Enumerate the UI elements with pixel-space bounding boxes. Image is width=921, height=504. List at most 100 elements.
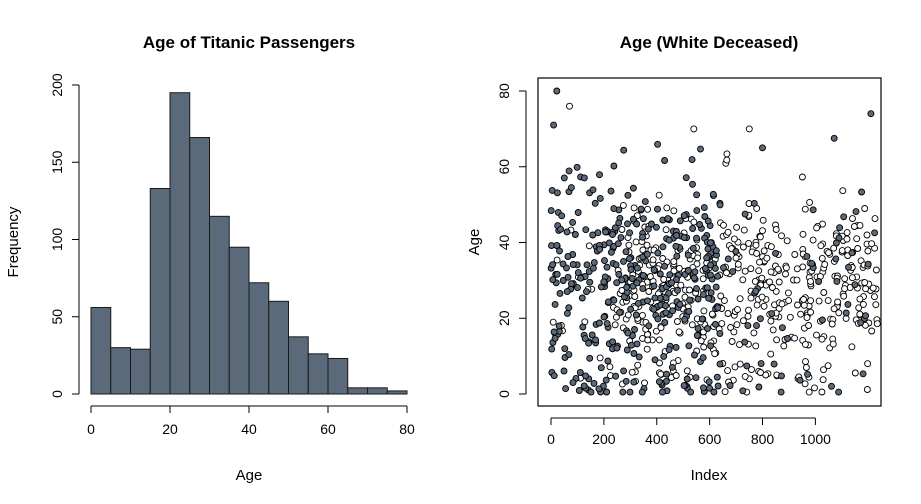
scatter-point-open — [802, 364, 810, 371]
scatter-point-open — [768, 284, 776, 291]
scatter-point-open — [724, 310, 732, 317]
scatter-point-filled — [693, 234, 700, 242]
scatter-point-open — [732, 254, 740, 262]
scatter-point-filled — [560, 367, 568, 375]
scatter-point-filled — [556, 289, 564, 297]
scatter-point-filled — [615, 219, 623, 227]
scatter-point-filled — [743, 362, 751, 370]
histogram-x-tick-label: 40 — [241, 421, 257, 437]
scatter-point-open — [853, 235, 861, 243]
scatter-point-filled — [663, 370, 670, 378]
scatter-point-filled — [770, 360, 778, 368]
scatter-point-open — [801, 380, 809, 388]
scatter-y-tick-label: 40 — [496, 235, 512, 251]
scatter-point-open — [631, 293, 639, 300]
scatter-point-filled — [607, 248, 615, 256]
scatter-point-filled — [569, 261, 577, 268]
scatter-point-open — [759, 227, 766, 235]
scatter-point-filled — [689, 244, 697, 252]
scatter-title: Age (White Deceased) — [620, 33, 799, 52]
scatter-point-filled — [732, 248, 740, 255]
scatter-point-open — [791, 334, 799, 342]
scatter-point-open — [778, 300, 786, 308]
scatter-point-filled — [654, 315, 662, 323]
scatter-point-open — [690, 218, 698, 226]
scatter-point-filled — [683, 375, 691, 383]
scatter-point-filled — [574, 209, 582, 216]
scatter-point-filled — [711, 320, 719, 328]
scatter-point-open — [553, 256, 561, 264]
scatter-point-filled — [563, 288, 571, 296]
scatter-point-filled — [692, 374, 700, 382]
scatter-point-filled — [574, 284, 581, 292]
scatter-point-filled — [579, 323, 587, 331]
histogram-bar — [327, 357, 349, 395]
histogram-bar — [110, 347, 131, 395]
scatter-point-filled — [768, 310, 776, 318]
scatter-point-filled — [627, 266, 635, 273]
scatter-point-filled — [633, 340, 641, 348]
scatter-point-open — [820, 366, 827, 374]
scatter-point-filled — [697, 145, 704, 153]
scatter-point-open — [662, 226, 670, 234]
scatter-point-filled — [626, 229, 634, 237]
scatter-point-filled — [815, 278, 823, 285]
scatter-point-filled — [585, 339, 593, 347]
scatter-point-filled — [564, 273, 572, 281]
histogram-bar — [228, 246, 250, 395]
scatter-point-filled — [686, 296, 694, 304]
scatter-point-open — [834, 298, 842, 306]
scatter-point-filled — [867, 110, 875, 118]
scatter-point-filled — [626, 388, 634, 396]
scatter-point-filled — [704, 325, 711, 332]
scatter-point-open — [655, 191, 663, 199]
scatter-point-open — [753, 249, 761, 257]
scatter-point-filled — [580, 382, 588, 390]
scatter-point-filled — [645, 322, 653, 330]
scatter-point-filled — [661, 262, 669, 270]
scatter-point-filled — [589, 231, 597, 239]
scatter-point-filled — [716, 330, 724, 338]
scatter-point-filled — [609, 338, 617, 346]
scatter-point-filled — [750, 199, 758, 207]
scatter-point-open — [802, 358, 809, 366]
histogram-title: Age of Titanic Passengers — [143, 33, 355, 52]
scatter-point-open — [745, 239, 753, 247]
scatter-point-open — [780, 342, 788, 350]
scatter-point-filled — [586, 278, 594, 286]
scatter-point-filled — [673, 276, 680, 283]
scatter-point-filled — [614, 240, 622, 248]
histogram-y-tick-label: 100 — [49, 228, 65, 252]
scatter-point-filled — [604, 357, 612, 365]
scatter-point-filled — [744, 322, 752, 330]
scatter-point-filled — [654, 140, 662, 148]
scatter-point-open — [805, 322, 813, 329]
scatter-y-tick-label: 60 — [496, 159, 512, 175]
scatter-point-filled — [713, 373, 721, 381]
scatter-point-filled — [561, 345, 569, 353]
scatter-point-filled — [707, 239, 714, 247]
scatter-point-open — [747, 294, 755, 302]
scatter-point-open — [628, 368, 636, 376]
scatter-point-filled — [574, 269, 582, 277]
scatter-point-filled — [669, 307, 677, 315]
scatter-point-filled — [724, 255, 732, 263]
histogram-bar — [130, 348, 151, 395]
scatter-x-label: Index — [691, 467, 728, 484]
scatter-point-open — [759, 216, 767, 224]
scatter-point-open — [813, 224, 821, 232]
scatter-point-filled — [610, 296, 618, 304]
scatter-point-filled — [729, 268, 737, 276]
scatter-point-filled — [633, 264, 641, 272]
scatter-point-filled — [726, 382, 734, 389]
scatter-point-open — [830, 244, 838, 252]
scatter-point-filled — [624, 329, 632, 337]
scatter-point-open — [672, 372, 680, 379]
scatter-point-open — [850, 223, 858, 230]
scatter-point-filled — [688, 156, 696, 164]
histogram-bar — [90, 306, 112, 395]
scatter-point-filled — [549, 276, 557, 284]
scatter-point-filled — [672, 343, 680, 351]
scatter-point-filled — [623, 346, 631, 354]
scatter-point-filled — [590, 259, 598, 267]
